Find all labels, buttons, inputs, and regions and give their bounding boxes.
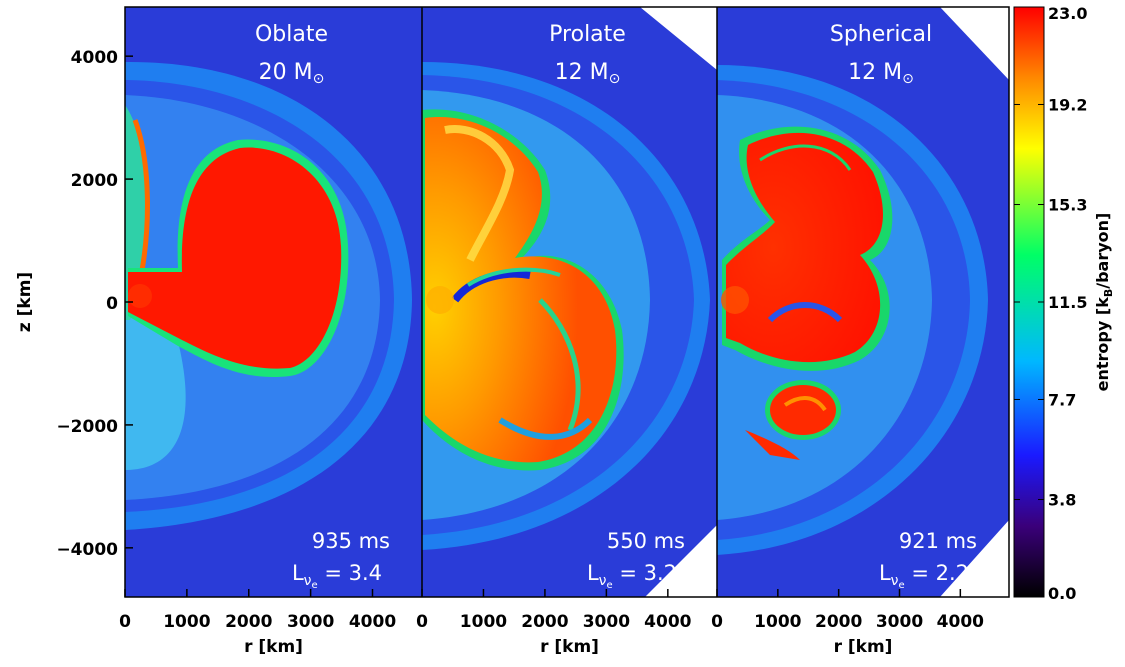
x-axis-label: r [km] bbox=[540, 637, 599, 657]
panel-mass: 12 M⊙ bbox=[555, 60, 621, 87]
x-tick-label: 2000 bbox=[521, 612, 568, 632]
y-axis-label: z [km] bbox=[15, 272, 35, 332]
panel-luminosity: Lνe = 3.2 bbox=[587, 561, 677, 591]
panel-luminosity: Lνe = 3.4 bbox=[292, 561, 382, 591]
x-tick-label: 1000 bbox=[460, 612, 507, 632]
panel-title: Spherical bbox=[830, 22, 932, 47]
x-axis-label: r [km] bbox=[834, 637, 893, 657]
x-tick-label: 4000 bbox=[349, 612, 396, 632]
x-tick-label: 3000 bbox=[876, 612, 923, 632]
panel-time: 550 ms bbox=[607, 529, 685, 553]
y-tick-label: −2000 bbox=[56, 417, 118, 437]
colorbar-tick-label: 23.0 bbox=[1048, 4, 1087, 23]
x-tick-label: 1000 bbox=[163, 612, 210, 632]
colorbar-tick-label: 11.5 bbox=[1048, 293, 1087, 312]
x-tick-label: 4000 bbox=[644, 612, 691, 632]
x-tick-label: 2000 bbox=[815, 612, 862, 632]
x-axis: 0 1000 2000 3000 4000 r [km] 0 1000 2000 3000 4000… bbox=[119, 589, 984, 657]
colorbar-tick-label: 19.2 bbox=[1048, 95, 1087, 114]
colorbar-tick-label: 3.8 bbox=[1048, 491, 1076, 510]
x-tick-label: 3000 bbox=[287, 612, 334, 632]
panel-title: Prolate bbox=[549, 22, 626, 47]
y-axis: 4000 2000 0 −2000 −4000 bbox=[56, 48, 133, 560]
x-tick-label: 1000 bbox=[754, 612, 801, 632]
panel-mass: 12 M⊙ bbox=[848, 60, 914, 87]
x-axis-label: r [km] bbox=[244, 637, 303, 657]
x-tick-label: 0 bbox=[711, 612, 723, 632]
panel-luminosity: Lνe = 2.2 bbox=[879, 561, 969, 591]
panel-label-group: Oblate 20 M⊙ 935 ms Lνe = 3.4 bbox=[255, 22, 390, 591]
colorbar: 23.0 19.2 15.3 11.5 7.7 3.8 0.0 entropy [kB/ba… bbox=[1013, 4, 1115, 603]
panel-label-group: Prolate 12 M⊙ 550 ms Lνe = 3.2 bbox=[549, 22, 685, 591]
panel-time: 935 ms bbox=[312, 529, 390, 553]
colorbar-tick-label: 15.3 bbox=[1048, 196, 1087, 215]
x-tick-label: 2000 bbox=[225, 612, 272, 632]
panel-spherical bbox=[717, 7, 1009, 597]
panel-title: Oblate bbox=[255, 22, 328, 47]
panel-mass: 20 M⊙ bbox=[259, 60, 325, 87]
x-tick-label: 3000 bbox=[583, 612, 630, 632]
colorbar-tick-label: 0.0 bbox=[1048, 584, 1076, 603]
y-tick-label: 2000 bbox=[71, 171, 118, 191]
y-tick-label: 0 bbox=[106, 294, 118, 314]
y-tick-label: −4000 bbox=[56, 540, 118, 560]
x-tick-label: 0 bbox=[119, 612, 131, 632]
panel-label-group: Spherical 12 M⊙ 921 ms Lνe = 2.2 bbox=[830, 22, 977, 591]
y-tick-label: 4000 bbox=[71, 48, 118, 68]
colorbar-label: entropy [kB/baryon] bbox=[1093, 213, 1115, 392]
panel-time: 921 ms bbox=[899, 529, 977, 553]
x-tick-label: 0 bbox=[416, 612, 428, 632]
panel-oblate bbox=[125, 7, 422, 597]
panel-prolate bbox=[422, 7, 717, 597]
x-tick-label: 4000 bbox=[937, 612, 984, 632]
colorbar-tick-label: 7.7 bbox=[1048, 390, 1076, 409]
